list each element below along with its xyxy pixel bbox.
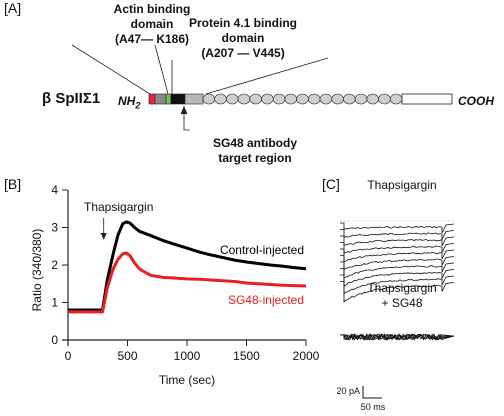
y-tick-label: 2: [51, 258, 58, 272]
y-tick-label: 3: [51, 221, 58, 235]
panel-c-label: [C]: [322, 176, 340, 192]
spectrin-repeat: [331, 93, 344, 105]
y-axis-label: Ratio (340/380): [30, 229, 44, 312]
chart-axes: 0 500 1000 1500 2000 0 1 2 3 4: [51, 183, 319, 363]
spectrin-repeat: [202, 93, 216, 105]
chart-series: [68, 220, 307, 314]
scale-time-label: 50 ms: [361, 402, 386, 412]
current-trace: [340, 261, 455, 279]
antibody-target-line2: target region: [218, 151, 292, 165]
spectrin-repeats: [202, 93, 403, 105]
domain-segment: [165, 93, 172, 105]
antibody-arrow-head: [180, 106, 188, 114]
current-trace: [340, 248, 455, 262]
scale-bar: [362, 386, 382, 399]
x-tick-label: 0: [65, 349, 72, 363]
n-terminus-label: NH2: [118, 94, 140, 110]
spectrin-repeat: [226, 93, 239, 105]
sg48-series-label: SG48-injected: [228, 293, 304, 307]
actin-callout-left: [71, 44, 151, 95]
spectrin-repeat: [378, 93, 391, 105]
spectrin-repeat: [249, 93, 262, 105]
calcium-ratio-chart: 0 500 1000 1500 2000 0 1 2 3 4 Thapsigargin Contr…: [30, 183, 320, 387]
antibody-target-line1: SG48 antibody: [212, 136, 298, 150]
domain-segments: [148, 93, 204, 105]
domain-segment: [148, 93, 156, 105]
current-trace: [340, 274, 455, 295]
actin-domain-line1: Actin binding: [113, 2, 191, 16]
actin-callout-right: [154, 44, 169, 95]
current-trace: [340, 332, 455, 341]
n-terminus-text: NH: [118, 94, 136, 108]
current-trace: [340, 229, 455, 240]
series-line: [68, 220, 307, 312]
spectrin-repeat: [261, 93, 274, 105]
protein41-callout-right: [205, 57, 329, 95]
current-trace: [340, 242, 455, 254]
current-trace: [340, 268, 455, 287]
spectrin-repeat: [343, 93, 356, 105]
spectrin-repeat: [319, 93, 333, 105]
y-tick-label: 1: [51, 296, 58, 310]
scale-current-label: 20 pA: [336, 386, 360, 396]
protein41-domain-line2: domain: [221, 31, 265, 45]
protein-diagram: [71, 44, 453, 131]
control-series-label: Control-injected: [220, 243, 304, 257]
domain-segment: [170, 93, 186, 105]
spectrin-repeat: [366, 93, 379, 105]
protein41-domain-label: Protein 4.1 binding domain (A207 — V445): [168, 16, 318, 61]
spectrin-repeat: [389, 93, 403, 105]
current-trace: [340, 235, 455, 247]
thapsigargin-arrow-head: [100, 233, 107, 240]
panel-c-bottom-line2: + SG48: [381, 296, 423, 310]
c-terminal-domain: [401, 93, 453, 105]
x-tick-label: 500: [117, 349, 137, 363]
thapsigargin-annotation: Thapsigargin: [84, 200, 153, 214]
actin-domain-line3: (A47— K186): [114, 32, 190, 46]
protein41-domain-line1: Protein 4.1 binding: [188, 16, 297, 30]
panel-a-label: [A]: [4, 0, 22, 16]
current-trace: [340, 255, 455, 271]
spectrin-repeat: [296, 93, 309, 105]
panel-c-top-label: Thapsigargin: [367, 178, 437, 192]
spectrin-repeat: [284, 93, 297, 105]
current-trace: [340, 222, 455, 234]
antibody-target-label: SG48 antibody target region: [190, 136, 320, 166]
actin-domain-line2: domain: [130, 17, 174, 31]
spectrin-repeat: [272, 93, 286, 105]
y-tick-label: 0: [51, 333, 58, 347]
x-tick-label: 2000: [293, 349, 320, 363]
current-traces: 20 pA 50 ms: [336, 220, 456, 412]
domain-segment: [184, 93, 204, 105]
current-trace: [340, 332, 455, 341]
thapsigargin-current-traces: [340, 222, 455, 303]
panel-c-bottom-label: Thapsigargin + SG48: [352, 281, 452, 311]
actin-domain-label: Actin binding domain (A47— K186): [92, 2, 212, 47]
spectrin-repeat: [214, 93, 227, 105]
panel-c-bottom-line1: Thapsigargin: [367, 281, 437, 295]
sg48-current-traces: [340, 332, 455, 342]
x-axis-label: Time (sec): [159, 373, 215, 387]
domain-segment: [154, 93, 167, 105]
spectrin-repeat: [354, 93, 368, 105]
y-tick-label: 4: [51, 183, 58, 197]
n-terminus-subscript: 2: [135, 100, 141, 111]
c-terminus-label: COOH: [458, 94, 494, 108]
protein-name: β SpIIΣ1: [42, 90, 101, 107]
x-tick-label: 1000: [174, 349, 201, 363]
panel-b-label: [B]: [4, 176, 22, 192]
spectrin-repeat: [237, 93, 251, 105]
protein41-domain-line3: (A207 — V445): [201, 46, 285, 60]
series-line: [68, 251, 307, 314]
spectrin-repeat: [308, 93, 321, 105]
x-tick-label: 1500: [233, 349, 260, 363]
current-trace: [340, 281, 455, 303]
